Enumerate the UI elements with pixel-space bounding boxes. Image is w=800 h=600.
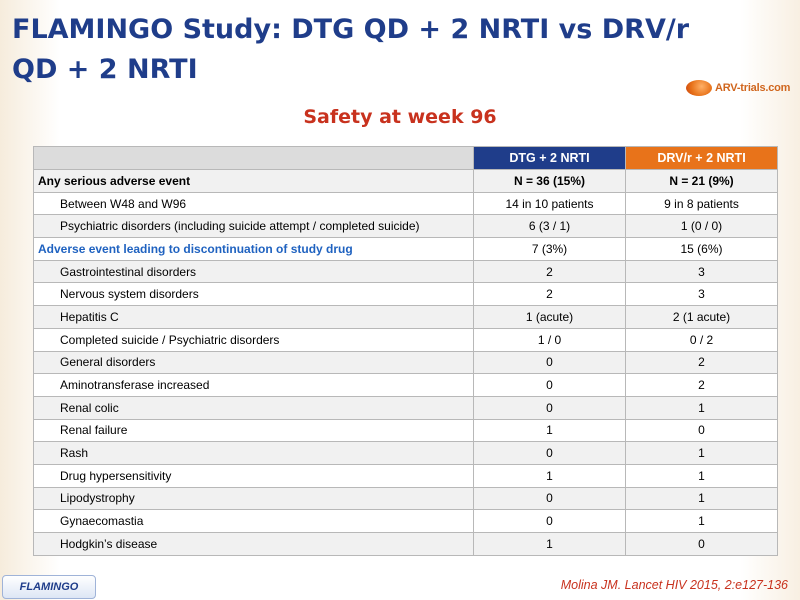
dtg-value: 1 / 0: [473, 327, 626, 352]
arv-trials-logo: ARV-trials.com: [686, 78, 790, 98]
header-dtg: DTG + 2 NRTI: [473, 146, 626, 170]
table-row: General disorders 0 2: [33, 350, 778, 375]
table-row: Renal failure 1 0: [33, 418, 778, 443]
row-label: Drug hypersensitivity: [33, 463, 474, 488]
citation: Molina JM. Lancet HIV 2015, 2:e127-136: [560, 578, 788, 592]
dtg-value: 0: [473, 373, 626, 397]
dtg-value: 1: [473, 463, 626, 488]
row-label: Hepatitis C: [33, 305, 474, 329]
row-label: Renal failure: [33, 418, 474, 443]
drv-value: 0: [625, 532, 778, 556]
row-label: Adverse event leading to discontinuation…: [33, 237, 474, 261]
drv-value: 0 / 2: [625, 327, 778, 352]
table-row: Psychiatric disorders (including suicide…: [33, 214, 778, 239]
row-label: General disorders: [33, 350, 474, 375]
dtg-value: 0: [473, 486, 626, 511]
logo-mark-icon: [686, 80, 712, 96]
table-row: Renal colic 0 1: [33, 395, 778, 420]
drv-value: 1: [625, 463, 778, 488]
row-label: Gastrointestinal disorders: [33, 259, 474, 284]
row-label: Nervous system disorders: [33, 282, 474, 307]
row-label: Renal colic: [33, 395, 474, 420]
slide-subtitle: Safety at week 96: [303, 106, 497, 128]
dtg-value: 1: [473, 532, 626, 556]
drv-value: 1: [625, 441, 778, 465]
dtg-value: N = 36 (15%): [473, 169, 626, 193]
table-row: Completed suicide / Psychiatric disorder…: [33, 327, 778, 352]
dtg-value: 1 (acute): [473, 305, 626, 329]
safety-table: DTG + 2 NRTI DRV/r + 2 NRTI Any serious …: [33, 146, 778, 556]
dtg-value: 0: [473, 395, 626, 420]
table-body: Any serious adverse event N = 36 (15%) N =…: [33, 169, 778, 556]
drv-value: 3: [625, 282, 778, 307]
slide-title: FLAMINGO Study: DTG QD + 2 NRTI vs DRV/r…: [12, 14, 690, 85]
row-label: Any serious adverse event: [33, 169, 474, 193]
drv-value: 15 (6%): [625, 237, 778, 261]
drv-value: 1: [625, 486, 778, 511]
logo-text: ARV-trials.com: [715, 82, 791, 94]
table-row: Aminotransferase increased 0 2: [33, 373, 778, 397]
drv-value: 3: [625, 259, 778, 284]
row-label: Rash: [33, 441, 474, 465]
drv-value: N = 21 (9%): [625, 169, 778, 193]
dtg-value: 7 (3%): [473, 237, 626, 261]
row-label: Psychiatric disorders (including suicide…: [33, 214, 474, 239]
table-row: Gastrointestinal disorders 2 3: [33, 259, 778, 284]
drv-value: 0: [625, 418, 778, 443]
dtg-value: 1: [473, 418, 626, 443]
drv-value: 1: [625, 395, 778, 420]
row-label: Completed suicide / Psychiatric disorder…: [33, 327, 474, 352]
drv-value: 2: [625, 350, 778, 375]
drv-value: 1: [625, 509, 778, 533]
drv-value: 9 in 8 patients: [625, 191, 778, 216]
row-label: Hodgkin’s disease: [33, 532, 474, 556]
table-row: Lipodystrophy 0 1: [33, 486, 778, 511]
drv-value: 1 (0 / 0): [625, 214, 778, 239]
table-row: Between W48 and W96 14 in 10 patients 9 in…: [33, 191, 778, 216]
drv-value: 2: [625, 373, 778, 397]
row-label: Between W48 and W96: [33, 191, 474, 216]
header-corner: [33, 146, 474, 170]
row-label: Gynaecomastia: [33, 509, 474, 533]
table-row: Any serious adverse event N = 36 (15%) N =…: [33, 169, 778, 193]
dtg-value: 2: [473, 282, 626, 307]
dtg-value: 0: [473, 350, 626, 375]
study-tag: FLAMINGO: [2, 575, 96, 599]
row-label: Aminotransferase increased: [33, 373, 474, 397]
table-row: Nervous system disorders 2 3: [33, 282, 778, 307]
table-row: Adverse event leading to discontinuation…: [33, 237, 778, 261]
drv-value: 2 (1 acute): [625, 305, 778, 329]
table-row: Drug hypersensitivity 1 1: [33, 463, 778, 488]
table-row: Rash 0 1: [33, 441, 778, 465]
row-label: Lipodystrophy: [33, 486, 474, 511]
dtg-value: 2: [473, 259, 626, 284]
header-drv: DRV/r + 2 NRTI: [625, 146, 778, 170]
dtg-value: 0: [473, 441, 626, 465]
dtg-value: 14 in 10 patients: [473, 191, 626, 216]
table-row: Gynaecomastia 0 1: [33, 509, 778, 533]
dtg-value: 6 (3 / 1): [473, 214, 626, 239]
dtg-value: 0: [473, 509, 626, 533]
table-row: Hodgkin’s disease 1 0: [33, 532, 778, 556]
table-header-row: DTG + 2 NRTI DRV/r + 2 NRTI: [33, 146, 778, 170]
